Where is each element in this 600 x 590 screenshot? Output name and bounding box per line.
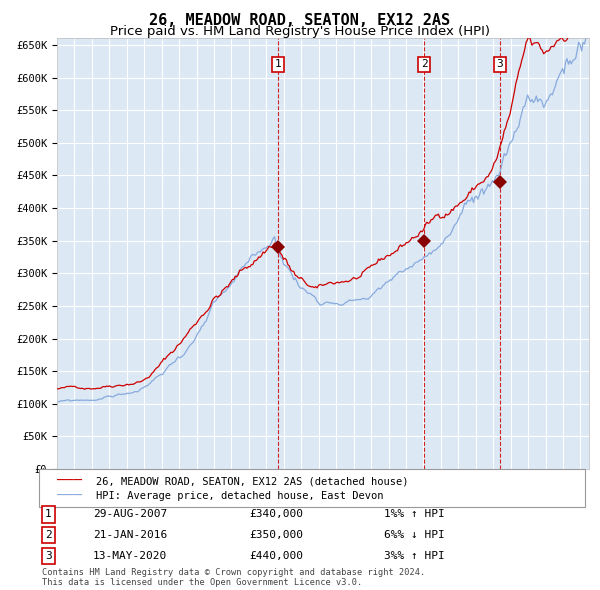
Text: 3: 3 xyxy=(496,60,503,70)
Text: 26, MEADOW ROAD, SEATON, EX12 2AS: 26, MEADOW ROAD, SEATON, EX12 2AS xyxy=(149,13,451,28)
Text: HPI: Average price, detached house, East Devon: HPI: Average price, detached house, East… xyxy=(96,491,383,502)
Text: 3: 3 xyxy=(45,551,52,560)
Text: Contains HM Land Registry data © Crown copyright and database right 2024.: Contains HM Land Registry data © Crown c… xyxy=(42,568,425,577)
Text: 3%% ↑ HPI: 3%% ↑ HPI xyxy=(384,551,445,560)
Text: 2: 2 xyxy=(421,60,428,70)
Text: £340,000: £340,000 xyxy=(249,510,303,519)
Text: ———: ——— xyxy=(57,474,82,488)
Text: ———: ——— xyxy=(57,489,82,503)
Text: 1: 1 xyxy=(275,60,281,70)
Text: 13-MAY-2020: 13-MAY-2020 xyxy=(93,551,167,560)
Text: This data is licensed under the Open Government Licence v3.0.: This data is licensed under the Open Gov… xyxy=(42,578,362,587)
Text: 6%% ↓ HPI: 6%% ↓ HPI xyxy=(384,530,445,540)
Text: 1: 1 xyxy=(45,510,52,519)
Text: 29-AUG-2007: 29-AUG-2007 xyxy=(93,510,167,519)
Text: 1%% ↑ HPI: 1%% ↑ HPI xyxy=(384,510,445,519)
Text: 26, MEADOW ROAD, SEATON, EX12 2AS (detached house): 26, MEADOW ROAD, SEATON, EX12 2AS (detac… xyxy=(96,476,409,486)
Text: 2: 2 xyxy=(45,530,52,540)
Text: £350,000: £350,000 xyxy=(249,530,303,540)
Text: £440,000: £440,000 xyxy=(249,551,303,560)
Text: Price paid vs. HM Land Registry's House Price Index (HPI): Price paid vs. HM Land Registry's House … xyxy=(110,25,490,38)
Text: 21-JAN-2016: 21-JAN-2016 xyxy=(93,530,167,540)
